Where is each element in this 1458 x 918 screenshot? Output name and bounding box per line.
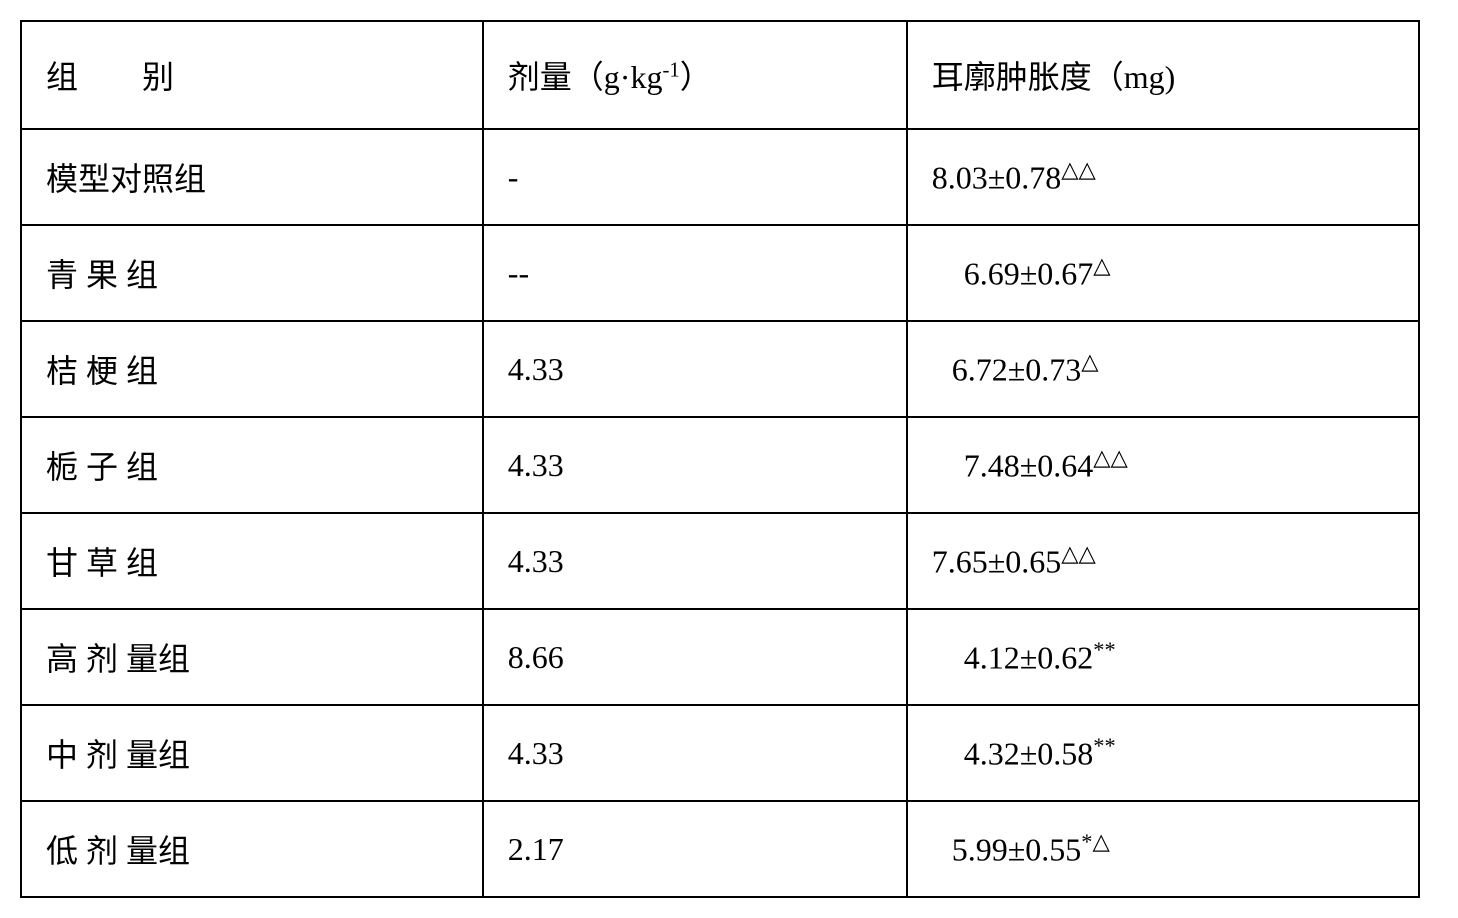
cell-group: 栀 子 组	[21, 417, 483, 513]
value-sup: △△	[1061, 541, 1095, 566]
cell-dose: 4.33	[483, 417, 907, 513]
header-group-part1: 组	[46, 59, 78, 95]
cell-value: 5.99±0.55*△	[907, 801, 1419, 897]
cell-group: 桔 梗 组	[21, 321, 483, 417]
cell-value: 8.03±0.78△△	[907, 129, 1419, 225]
header-group: 组别	[21, 21, 483, 129]
cell-group: 低 剂 量组	[21, 801, 483, 897]
cell-value: 7.65±0.65△△	[907, 513, 1419, 609]
header-dose: 剂量（g·kg-1）	[483, 21, 907, 129]
header-group-part2: 别	[142, 59, 174, 95]
table-row: 栀 子 组 4.33 7.48±0.64△△	[21, 417, 1419, 513]
table-row: 桔 梗 组 4.33 6.72±0.73△	[21, 321, 1419, 417]
cell-dose: 4.33	[483, 705, 907, 801]
value-sup: **	[1093, 733, 1115, 758]
value-text: 7.48±0.64	[964, 448, 1094, 484]
table-row: 甘 草 组 4.33 7.65±0.65△△	[21, 513, 1419, 609]
cell-dose: -	[483, 129, 907, 225]
cell-dose: 8.66	[483, 609, 907, 705]
table-header-row: 组别 剂量（g·kg-1） 耳廓肿胀度（mg)	[21, 21, 1419, 129]
cell-value: 7.48±0.64△△	[907, 417, 1419, 513]
cell-dose: --	[483, 225, 907, 321]
header-swelling: 耳廓肿胀度（mg)	[907, 21, 1419, 129]
value-text: 7.65±0.65	[932, 544, 1062, 580]
cell-value: 6.72±0.73△	[907, 321, 1419, 417]
cell-value: 6.69±0.67△	[907, 225, 1419, 321]
cell-value: 4.12±0.62**	[907, 609, 1419, 705]
cell-dose: 2.17	[483, 801, 907, 897]
cell-group: 高 剂 量组	[21, 609, 483, 705]
cell-group: 中 剂 量组	[21, 705, 483, 801]
cell-dose: 4.33	[483, 513, 907, 609]
cell-group: 模型对照组	[21, 129, 483, 225]
header-dose-sup: -1	[662, 58, 679, 81]
header-dose-label: 剂量（g·kg	[508, 59, 663, 95]
table-row: 中 剂 量组 4.33 4.32±0.58**	[21, 705, 1419, 801]
table-row: 低 剂 量组 2.17 5.99±0.55*△	[21, 801, 1419, 897]
cell-group: 甘 草 组	[21, 513, 483, 609]
cell-value: 4.32±0.58**	[907, 705, 1419, 801]
value-text: 6.72±0.73	[952, 352, 1082, 388]
table-row: 模型对照组 - 8.03±0.78△△	[21, 129, 1419, 225]
header-dose-suffix: ）	[680, 59, 712, 95]
data-table: 组别 剂量（g·kg-1） 耳廓肿胀度（mg) 模型对照组 - 8.03±0.7…	[20, 20, 1420, 898]
value-text: 5.99±0.55	[952, 832, 1082, 868]
value-sup: △△	[1061, 157, 1095, 182]
table-row: 青 果 组 -- 6.69±0.67△	[21, 225, 1419, 321]
value-text: 4.12±0.62	[964, 640, 1094, 676]
value-sup: △	[1081, 349, 1098, 374]
value-sup: △	[1093, 253, 1110, 278]
value-text: 8.03±0.78	[932, 160, 1062, 196]
cell-group: 青 果 组	[21, 225, 483, 321]
cell-dose: 4.33	[483, 321, 907, 417]
table-row: 高 剂 量组 8.66 4.12±0.62**	[21, 609, 1419, 705]
value-sup: △△	[1093, 445, 1127, 470]
value-sup: **	[1093, 637, 1115, 662]
value-sup: *△	[1081, 829, 1109, 854]
value-text: 4.32±0.58	[964, 736, 1094, 772]
value-text: 6.69±0.67	[964, 256, 1094, 292]
